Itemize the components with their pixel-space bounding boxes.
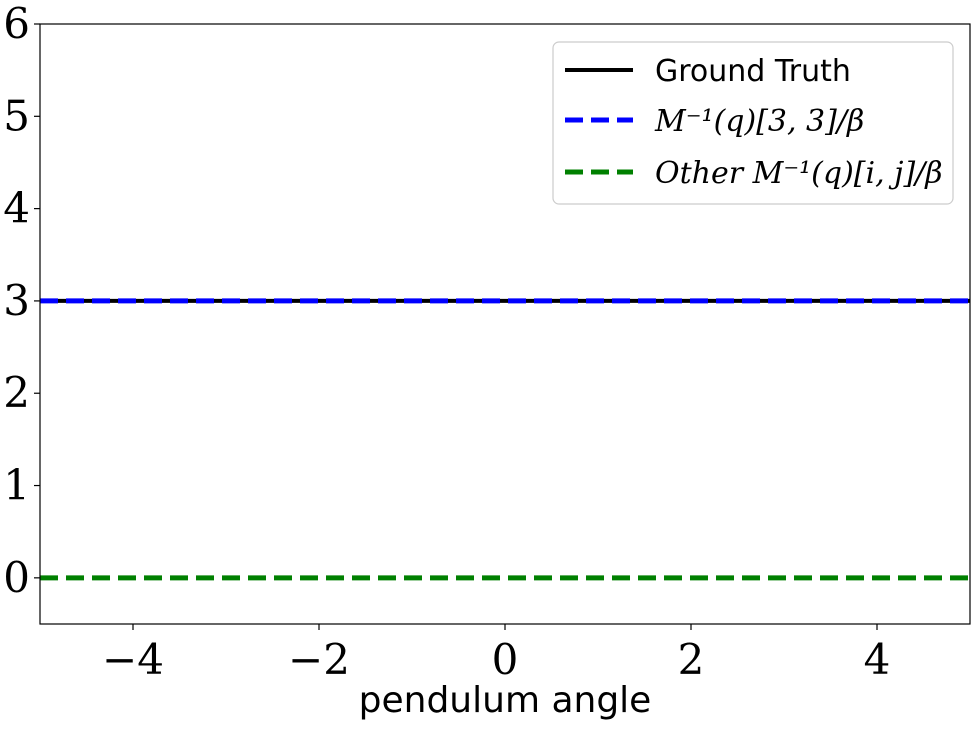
y-tick-label: 3 bbox=[3, 276, 30, 325]
y-tick-label: 0 bbox=[3, 553, 30, 602]
legend-label-1: M⁻¹(q)[3, 3]/β bbox=[654, 104, 864, 139]
y-tick-label: 5 bbox=[3, 91, 30, 140]
ticks-layer: 0 1 2 3 4 5 6 −4 −2 0 2 4 bbox=[3, 0, 890, 684]
x-tick-label: 2 bbox=[678, 635, 705, 684]
x-tick-label: −2 bbox=[288, 635, 350, 684]
legend-label-0: Ground Truth bbox=[655, 54, 851, 89]
x-tick-label: 4 bbox=[864, 635, 891, 684]
series-layer bbox=[40, 298, 970, 581]
plot-frame bbox=[39, 23, 971, 625]
x-axis-label: pendulum angle bbox=[359, 680, 652, 721]
x-tick-label: −4 bbox=[102, 635, 164, 684]
legend-box bbox=[552, 41, 954, 205]
legend-label-2: Other M⁻¹(q)[i, j]/β bbox=[655, 156, 943, 191]
x-tick-label: 0 bbox=[492, 635, 519, 684]
y-tick-label: 4 bbox=[3, 184, 30, 233]
y-tick-label: 6 bbox=[3, 0, 30, 48]
y-tick-label: 2 bbox=[3, 368, 30, 417]
legend: Ground Truth M⁻¹(q)[3, 3]/β Other M⁻¹(q)[i… bbox=[552, 41, 954, 205]
y-tick-label: 1 bbox=[3, 461, 30, 510]
